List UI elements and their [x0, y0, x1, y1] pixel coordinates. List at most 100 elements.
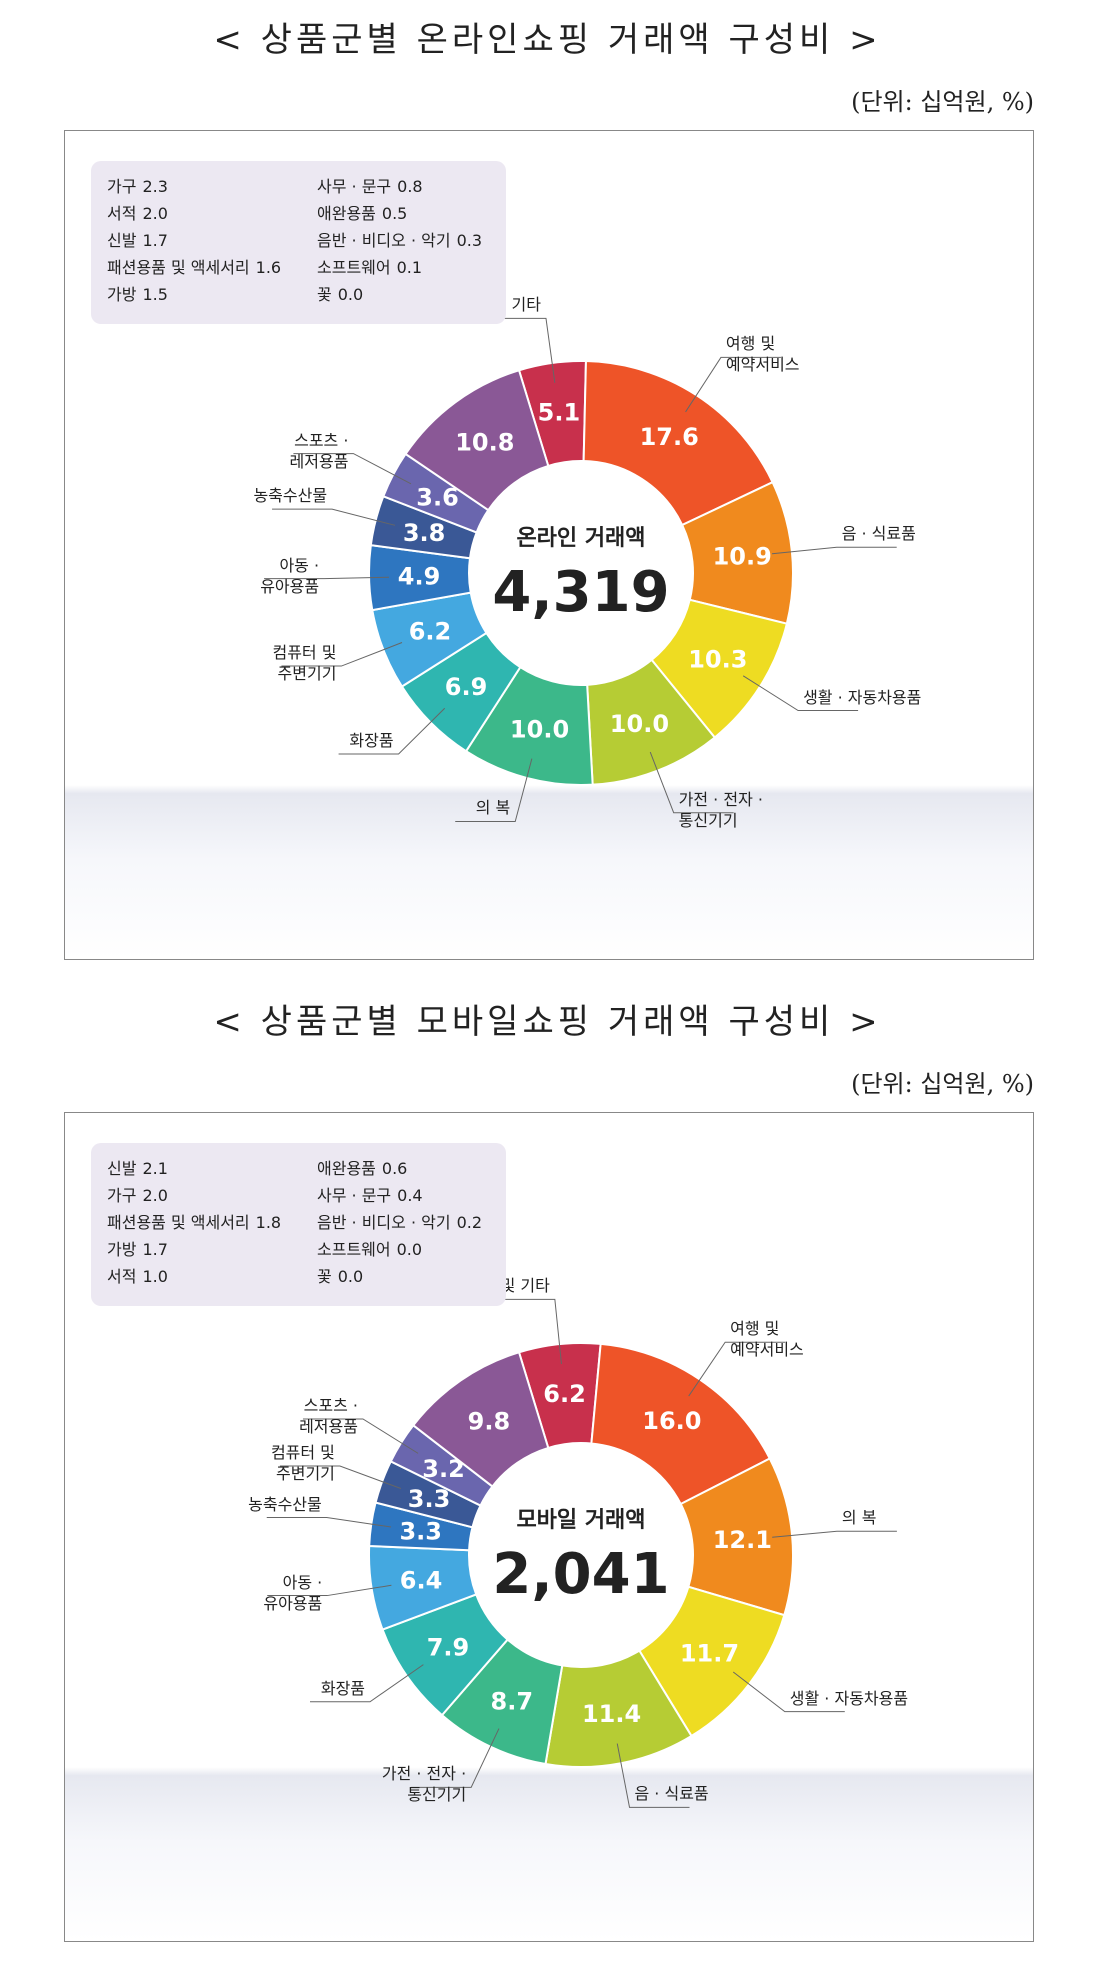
segment-value-label: 10.0 [510, 716, 569, 744]
leader-line [266, 1517, 392, 1528]
segment-value-label: 10.8 [455, 429, 514, 457]
others-name: 음반 · 비디오 · 악기 [317, 1213, 451, 1232]
leader-line [267, 1584, 392, 1597]
category-label: 음 · 식료품 [841, 524, 916, 544]
donut-chart: 5.1 17.6 10.9 10.3 10.0 10.0 6.9 6.2 4.9 3.8 3.6 10… [264, 317, 897, 822]
others-name: 패션용품 및 액세서리 [107, 1213, 250, 1232]
donut-segment [582, 360, 774, 527]
segment-value-label: 17.6 [640, 423, 699, 451]
donut-hole [471, 1445, 691, 1665]
chart-frame: 6.2 16.0 12.1 11.7 11.4 8.7 7.9 6.4 3.3 3.3 3.2 9.8… [64, 1112, 1034, 1942]
segment-value-label: 5.1 [538, 399, 581, 427]
segment-value-label: 3.3 [399, 1517, 442, 1545]
others-value: 2.0 [142, 204, 168, 223]
center-total: 2,041 [492, 1542, 669, 1607]
donut-hole [471, 463, 691, 683]
others-item: 애완용품 0.5 [317, 200, 407, 224]
others-name: 가구 [107, 1186, 137, 1205]
others-name: 애완용품 [317, 1159, 376, 1178]
category-label: 아동 · 유아용품 [260, 555, 320, 596]
others-value: 0.3 [456, 231, 483, 250]
others-value: 1.0 [142, 1267, 168, 1286]
category-label: 의 복 [475, 798, 511, 818]
segment-value-label: 10.0 [610, 710, 669, 738]
others-name: 음반 · 비디오 · 악기 [317, 231, 451, 250]
leader-line [685, 356, 781, 413]
others-item: 가방 1.7 [107, 1236, 168, 1260]
segment-value-label: 6.2 [409, 618, 452, 646]
leader-line [494, 1298, 562, 1365]
leader-line [732, 1671, 845, 1713]
segment-value-label: 8.7 [491, 1687, 534, 1715]
leader-line [771, 546, 897, 555]
others-item: 패션용품 및 액세서리 1.6 [107, 254, 281, 278]
category-label: 의 복 [841, 1508, 877, 1528]
others-value: 0.2 [456, 1213, 483, 1232]
others-item: 신발 2.1 [107, 1155, 168, 1179]
others-name: 신발 [107, 1159, 137, 1178]
others-item: 소프트웨어 0.0 [317, 1236, 422, 1260]
leader-line [302, 1418, 419, 1454]
others-item: 서적 1.0 [107, 1263, 168, 1287]
others-name: 가구 [107, 177, 137, 196]
others-name: 패션용품 및 액세서리 [107, 258, 250, 277]
leader-line [338, 707, 446, 755]
segment-value-label: 7.9 [427, 1634, 470, 1662]
others-name: 가방 [107, 285, 137, 304]
segment-value-label: 6.9 [445, 673, 488, 701]
category-label: 생활 · 자동차용품 [789, 1688, 909, 1708]
others-box: 신발 2.1 가구 2.0 패션용품 및 액세서리 1.8 가방 1.7 서적 1.0 애완용품 0.… [91, 1143, 506, 1306]
leader-line [272, 508, 396, 526]
others-value: 0.0 [337, 285, 364, 304]
segment-value-label: 6.2 [543, 1380, 586, 1408]
category-label: 가전 · 전자 · 통신기기 [381, 1764, 467, 1805]
others-value: 1.5 [142, 285, 168, 304]
others-name: 애완용품 [317, 204, 376, 223]
leader-line [279, 1465, 402, 1489]
others-value: 0.1 [396, 258, 423, 277]
others-item: 음반 · 비디오 · 악기 0.3 [317, 227, 482, 251]
leader-line [485, 317, 556, 383]
segment-value-label: 11.4 [582, 1700, 641, 1728]
others-name: 가방 [107, 1240, 137, 1259]
leader-line [649, 751, 734, 814]
segment-value-label: 10.9 [713, 543, 772, 571]
others-item: 사무 · 문구 0.4 [317, 1182, 423, 1206]
donut-segment [404, 369, 550, 512]
category-label: 생활 · 자동차용품 [803, 687, 922, 707]
donut-chart: 6.216.012.111.711.48.77.96.43.33.33.29.8… [266, 1298, 897, 1808]
category-label: 여행 및 예약서비스 [730, 1319, 804, 1360]
others-name: 소프트웨어 [317, 258, 391, 277]
leader-line [688, 1341, 786, 1397]
others-value: 2.3 [142, 177, 168, 196]
unit-note: (단위: 십억원, %) [851, 88, 1034, 116]
category-label: 음 · 식료품 [634, 1784, 709, 1804]
center-label: 온라인 거래액 [516, 526, 645, 551]
others-name: 사무 · 문구 [317, 177, 392, 196]
leader-line [616, 1743, 690, 1808]
category-label: 컴퓨터 및 주변기기 [272, 643, 337, 684]
center-total: 4,319 [492, 560, 669, 625]
leader-line [264, 576, 390, 580]
others-value: 0.0 [337, 1267, 364, 1286]
segment-value-label: 11.7 [680, 1640, 739, 1668]
leader-line [310, 1664, 424, 1703]
others-value: 0.4 [397, 1186, 423, 1205]
category-label: 스포츠 · 레저용품 [299, 1395, 358, 1436]
others-value: 2.0 [142, 1186, 168, 1205]
unit-note: (단위: 십억원, %) [851, 1070, 1034, 1098]
leader-line [455, 758, 533, 822]
leader-line [772, 1530, 897, 1538]
others-value: 0.8 [397, 177, 423, 196]
leader-line [281, 642, 403, 667]
others-name: 신발 [107, 231, 137, 250]
leader-line [293, 453, 412, 485]
others-name: 서적 [107, 204, 137, 223]
segment-value-label: 3.3 [408, 1485, 451, 1513]
segment-value-label: 16.0 [642, 1407, 701, 1435]
segment-value-label: 9.8 [468, 1408, 511, 1436]
center-label: 모바일 거래액 [516, 1508, 645, 1533]
leader-line [411, 1728, 500, 1788]
others-value: 1.7 [142, 1240, 168, 1259]
